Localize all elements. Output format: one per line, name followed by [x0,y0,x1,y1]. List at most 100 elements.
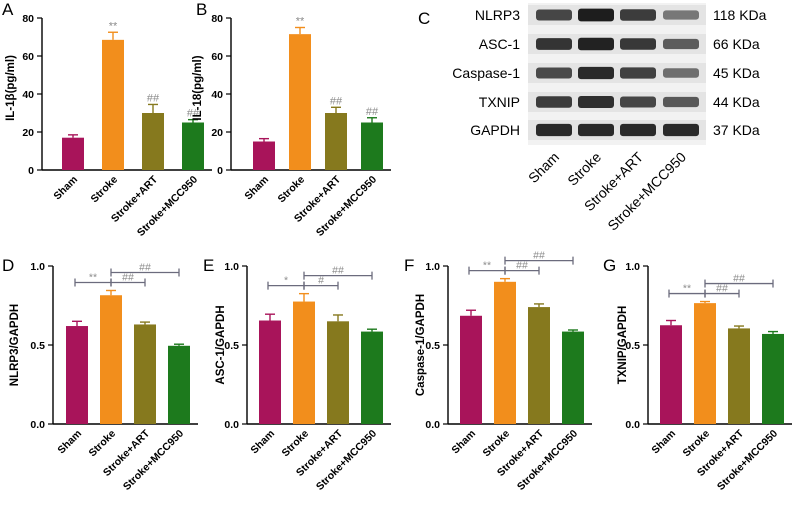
protein-band [620,123,656,137]
y-axis-label: Caspase-1/GAPDH [415,294,427,396]
y-axis-label: ASC-1/GAPDH [215,305,227,384]
comparison-bracket: ** [468,260,506,275]
comparison-bracket: ** [668,283,706,298]
bar-stroke-art [728,328,750,424]
significance-label: ## [366,106,379,118]
protein-name: ASC-1 [479,36,520,52]
significance-label: ** [296,16,305,28]
bracket-label: ## [516,260,528,272]
protein-band [578,66,614,80]
molecular-weight: 66 KDa [713,36,760,52]
y-tick-label: 20 [211,127,223,139]
protein-band [578,8,614,22]
protein-name: NLRP3 [475,7,520,23]
y-tick-label: 0.5 [224,340,239,352]
panel-F: F 0.0 0.5 1.0 Caspase-1/GAPDH Sham StrokeStrok… [404,250,592,493]
y-tick-label: 80 [211,13,223,25]
category-label: Sham [649,428,678,457]
protein-band [536,9,572,21]
protein-band [578,123,614,137]
comparison-bracket: # [303,275,339,290]
protein-band [536,96,572,108]
bracket-label: ## [533,250,545,262]
blot-strip-gapdh [528,120,706,140]
comparison-bracket: ## [110,261,180,277]
protein-band [663,96,699,108]
protein-band [578,96,614,108]
bracket-label: ## [139,261,151,273]
protein-name: TXNIP [479,94,520,110]
bracket-label: ## [332,265,344,277]
panel-B: B020406080IL-18(pg/ml)Sham**Stroke##Stro… [192,0,391,239]
protein-band [620,67,656,79]
bar-stroke-art [528,307,550,424]
protein-band [620,96,656,108]
y-tick-label: 80 [22,13,34,25]
y-tick-label: 0.5 [425,340,440,352]
bar-stroke-mcc950 [361,331,383,424]
protein-band [536,67,572,79]
y-tick-label: 60 [211,51,223,63]
category-label: Stroke [681,428,713,460]
y-tick-label: 1.0 [30,261,45,273]
panel-letter: D [2,256,14,275]
protein-band [620,38,656,50]
bar-stroke-mcc950 [168,345,190,424]
y-tick-label: 0.0 [425,419,440,431]
category-label: Stroke [89,174,121,206]
comparison-bracket: * [267,275,305,290]
panel-letter: G [603,256,616,275]
protein-band [663,38,699,50]
bar-stroke [293,301,315,424]
protein-band [578,37,614,51]
significance-label: ## [187,108,200,120]
protein-band [663,10,699,20]
bar-stroke-art [134,324,156,424]
protein-name: GAPDH [470,122,520,138]
y-tick-label: 1.0 [224,261,239,273]
molecular-weight: 44 KDa [713,94,760,110]
comparison-bracket: ## [303,265,373,280]
y-tick-label: 40 [22,89,34,101]
category-label: Sham [248,428,277,457]
protein-band [536,38,572,50]
bar-stroke [289,34,311,171]
bar-stroke-mcc950 [361,122,383,170]
panel-letter: C [418,9,430,28]
bar-sham [62,137,84,170]
category-label: Stroke [481,428,513,460]
lane-label: Sham [525,149,562,186]
bar-sham [259,320,281,424]
bracket-label: ** [89,271,97,283]
category-label: Stroke+MCC950 [314,428,379,493]
category-label: Stroke+MCC950 [515,428,580,493]
category-label: Stroke+MCC950 [715,428,780,493]
protein-band [620,9,656,21]
category-label: Sham [51,174,80,203]
y-tick-label: 0 [217,165,223,177]
category-label: Stroke [280,428,312,460]
bracket-label: ## [733,273,745,285]
panel-letter: F [404,256,414,275]
y-axis-label: TXNIP/GAPDH [617,306,629,385]
bracket-label: ## [716,283,728,295]
lane-label: Stroke [564,149,604,189]
bar-stroke-art [142,113,164,170]
bar-stroke-art [325,113,347,170]
category-label: Stroke+MCC950 [121,428,186,493]
y-tick-label: 1.0 [425,261,440,273]
comparison-bracket: ## [704,283,740,298]
significance-label: ** [109,20,118,32]
category-label: Sham [55,428,84,457]
y-tick-label: 1.0 [625,261,640,273]
bar-stroke-mcc950 [182,122,204,170]
protein-name: Caspase-1 [452,65,520,81]
blot-strip-caspase-1 [528,63,706,83]
protein-band [536,123,572,137]
bar-sham [253,141,275,170]
y-tick-label: 20 [22,127,34,139]
molecular-weight: 37 KDa [713,122,760,138]
